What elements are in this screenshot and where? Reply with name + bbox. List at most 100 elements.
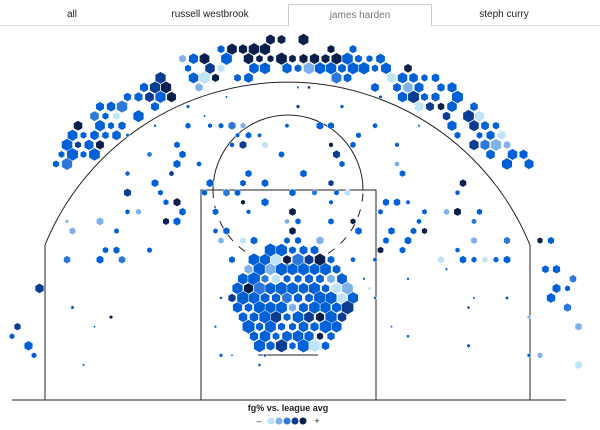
hexbin xyxy=(253,338,266,353)
hexbin xyxy=(546,292,556,304)
hexbin xyxy=(118,255,126,264)
hexbin xyxy=(13,322,22,331)
hexbin xyxy=(266,54,275,63)
hexbin xyxy=(468,138,480,151)
hexbins xyxy=(9,33,583,370)
hexbin xyxy=(294,274,302,284)
hexbin xyxy=(188,71,199,84)
hexbin xyxy=(259,61,271,75)
tab[interactable]: james harden xyxy=(288,4,432,26)
hexbin xyxy=(481,256,489,264)
hexbin xyxy=(245,208,252,215)
hexbin xyxy=(367,286,372,291)
hexbin xyxy=(470,256,478,264)
tab[interactable]: all xyxy=(66,9,77,20)
hexbin xyxy=(255,321,264,332)
hexbin xyxy=(370,82,380,93)
hexbin xyxy=(393,197,401,207)
hexbin xyxy=(476,208,483,216)
tab[interactable]: russell westbrook xyxy=(171,9,249,20)
hexbin xyxy=(102,246,109,254)
hexbin xyxy=(271,292,281,304)
hexbin xyxy=(362,277,366,281)
hexbin xyxy=(327,217,335,226)
hexbin xyxy=(325,61,337,75)
hexbin xyxy=(503,255,511,265)
hexbin xyxy=(146,246,153,254)
hexbin xyxy=(492,121,500,130)
hexbin xyxy=(282,254,292,265)
hexbin xyxy=(471,218,477,225)
hexbin xyxy=(188,52,199,65)
hexbin xyxy=(405,199,411,205)
hexbin xyxy=(239,179,247,187)
hexbin xyxy=(299,245,308,256)
hexbin xyxy=(172,159,182,169)
hexbin xyxy=(505,295,509,301)
hexbin xyxy=(271,273,281,285)
hexbin xyxy=(316,121,324,131)
hexbin xyxy=(347,61,359,75)
hexbin xyxy=(564,284,571,292)
hexbin xyxy=(207,122,213,129)
hexbin xyxy=(153,123,157,128)
hexbin xyxy=(166,91,177,103)
hexbin xyxy=(332,264,341,275)
hexbin xyxy=(228,255,236,264)
hexbin xyxy=(321,53,330,64)
hexbin xyxy=(430,91,441,103)
hexbin xyxy=(283,312,291,322)
hexbin xyxy=(9,332,15,340)
hexbin xyxy=(34,283,45,294)
hexbin xyxy=(225,95,228,99)
hexbin xyxy=(474,110,485,122)
legend-swatch xyxy=(283,417,291,425)
hexbin xyxy=(244,169,253,178)
hexbin xyxy=(436,82,446,93)
hexbin xyxy=(172,197,182,207)
hexbin xyxy=(338,160,346,168)
hexbin xyxy=(454,189,461,196)
hexbin xyxy=(112,246,121,255)
hexbin xyxy=(536,236,544,245)
hexbin xyxy=(326,273,336,284)
hexbin xyxy=(327,255,335,265)
hexbin xyxy=(420,73,429,83)
hexbin xyxy=(154,90,167,104)
hexbin xyxy=(537,351,543,359)
hexbin xyxy=(185,104,191,109)
hexbin xyxy=(454,131,461,140)
hexbin xyxy=(82,363,85,367)
hexbin xyxy=(283,236,291,245)
hexbin xyxy=(349,217,357,225)
hexbin xyxy=(349,141,357,149)
hexbin xyxy=(377,246,384,254)
hexbin xyxy=(261,274,269,284)
hexbin xyxy=(459,255,467,265)
hexbin xyxy=(446,119,458,132)
hexbin xyxy=(425,101,435,112)
hexbin xyxy=(281,62,293,75)
hexbin xyxy=(73,120,83,132)
tab[interactable]: steph curry xyxy=(479,9,529,20)
hexbin xyxy=(397,91,408,103)
hexbin xyxy=(403,63,413,74)
hexbin xyxy=(227,121,237,131)
hexbin xyxy=(299,169,308,178)
hexbin xyxy=(316,332,324,341)
hexbin xyxy=(173,216,181,226)
hexbin xyxy=(358,61,370,75)
hexbin xyxy=(339,104,345,109)
hexbin xyxy=(31,352,37,359)
hexbin xyxy=(350,256,356,263)
hexbin xyxy=(201,189,208,197)
hexbin xyxy=(315,235,325,246)
hexbin xyxy=(107,121,115,130)
hexbin xyxy=(249,311,259,323)
hexbin xyxy=(375,53,386,65)
legend-swatch xyxy=(291,417,299,425)
hexbin xyxy=(96,216,104,226)
legend-swatch xyxy=(299,417,307,425)
hexbin xyxy=(503,140,511,150)
